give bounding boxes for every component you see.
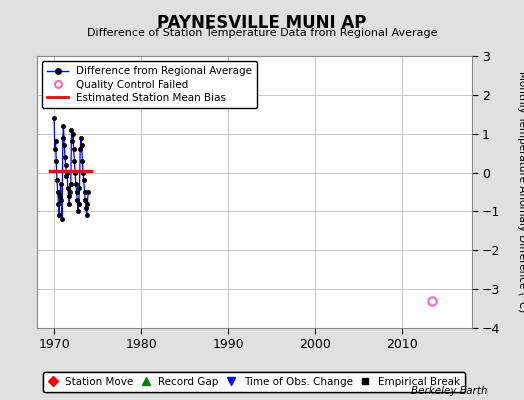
Difference from Regional Average [73,182,79,187]
Difference from Regional Average [62,162,69,167]
Estimated Station Mean Bias [47,168,53,173]
Difference from Regional Average [82,197,89,202]
Difference from Regional Average [75,209,81,214]
Difference from Regional Average [62,155,68,160]
Difference from Regional Average [64,170,70,175]
Difference from Regional Average [79,158,85,163]
Difference from Regional Average [53,158,59,163]
Text: PAYNESVILLE MUNI AP: PAYNESVILLE MUNI AP [157,14,367,32]
Difference from Regional Average [63,174,70,179]
Difference from Regional Average [71,147,77,152]
Difference from Regional Average [66,194,72,198]
Difference from Regional Average [79,143,85,148]
Difference from Regional Average [54,178,60,183]
Difference from Regional Average [83,213,90,218]
Line: Difference from Regional Average: Difference from Regional Average [52,116,90,221]
Difference from Regional Average [77,147,83,152]
Difference from Regional Average [78,135,84,140]
Difference from Regional Average [75,201,82,206]
Difference from Regional Average [58,197,64,202]
Difference from Regional Average [73,190,80,194]
Difference from Regional Average [70,131,76,136]
Text: Berkeley Earth: Berkeley Earth [411,386,487,396]
Difference from Regional Average [81,190,88,194]
Difference from Regional Average [83,205,89,210]
Text: Difference of Station Temperature Data from Regional Average: Difference of Station Temperature Data f… [87,28,437,38]
Difference from Regional Average [51,116,57,120]
Difference from Regional Average [69,139,75,144]
Difference from Regional Average [58,182,64,187]
Difference from Regional Average [72,170,78,175]
Legend: Station Move, Record Gap, Time of Obs. Change, Empirical Break: Station Move, Record Gap, Time of Obs. C… [43,372,465,392]
Difference from Regional Average [74,197,81,202]
Difference from Regional Average [57,194,63,198]
Y-axis label: Monthly Temperature Anomaly Difference (°C): Monthly Temperature Anomaly Difference (… [517,71,524,313]
Difference from Regional Average [66,201,72,206]
Difference from Regional Average [61,143,68,148]
Difference from Regional Average [77,186,83,190]
Difference from Regional Average [67,190,73,194]
Difference from Regional Average [60,124,67,128]
Difference from Regional Average [64,186,71,190]
Difference from Regional Average [52,139,59,144]
Difference from Regional Average [59,217,65,222]
Difference from Regional Average [85,190,91,194]
Difference from Regional Average [52,147,58,152]
Estimated Station Mean Bias [88,168,94,173]
Difference from Regional Average [81,178,87,183]
Difference from Regional Average [71,158,78,163]
Difference from Regional Average [68,182,74,187]
Difference from Regional Average [60,135,66,140]
Difference from Regional Average [80,170,86,175]
Difference from Regional Average [84,201,91,206]
Difference from Regional Average [68,128,74,132]
Difference from Regional Average [55,201,61,206]
Difference from Regional Average [56,213,62,218]
Difference from Regional Average [54,190,61,194]
